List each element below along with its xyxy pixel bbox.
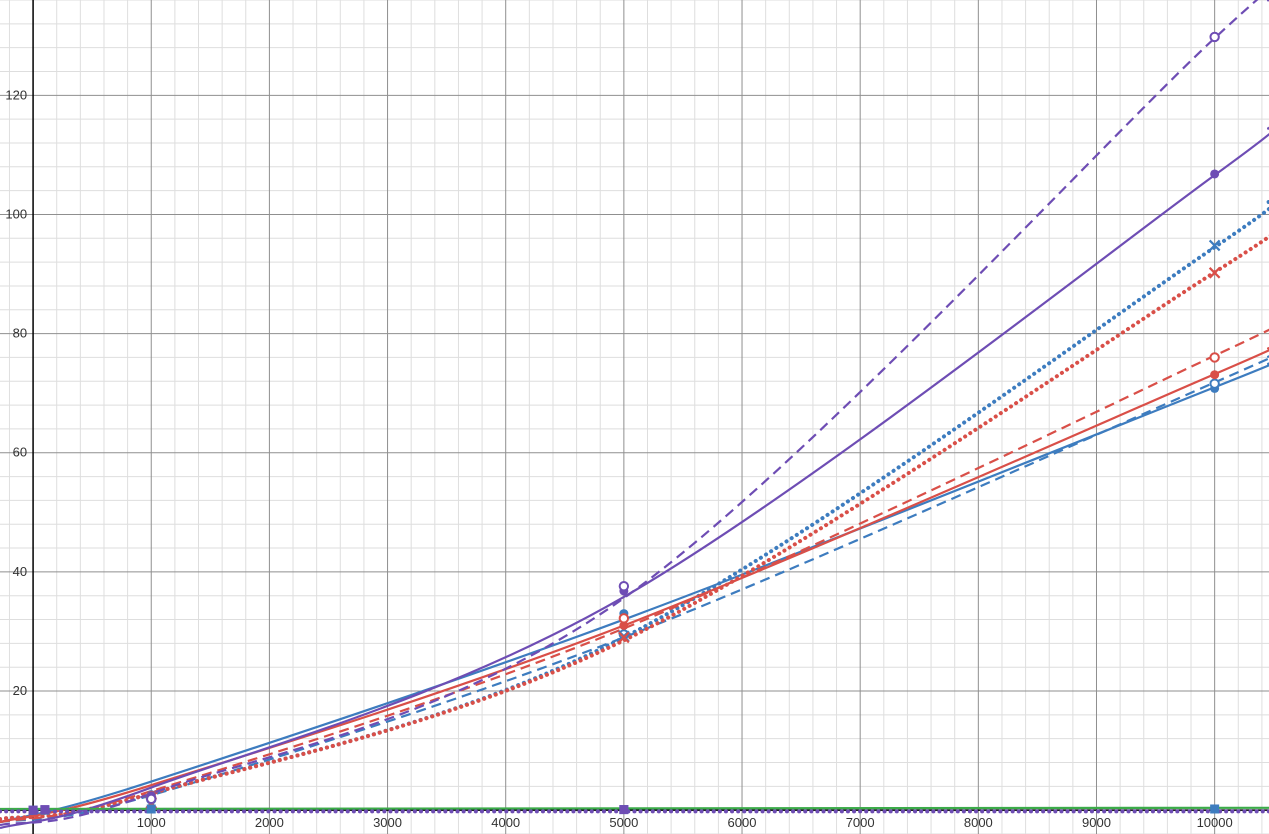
y-tick-label: 120 — [5, 87, 27, 102]
data-point-s2-3 — [1209, 378, 1220, 389]
x-tick-label: 3000 — [373, 815, 402, 830]
data-point-s4-3 — [1210, 370, 1220, 380]
x-tick-label: 2000 — [255, 815, 284, 830]
x-tick-label: 5000 — [609, 815, 638, 830]
data-point-s5-3 — [1209, 352, 1220, 363]
data-point-s9-3 — [146, 804, 156, 814]
x-tick-label: 10000 — [1197, 815, 1233, 830]
y-tick-label: 20 — [13, 683, 27, 698]
fit-curve-1 — [0, 362, 1269, 824]
data-point-s4-2 — [619, 621, 629, 630]
x-tick-label: 9000 — [1082, 815, 1111, 830]
data-markers — [28, 31, 1221, 815]
x-tick-label: 4000 — [491, 815, 520, 830]
fit-curve-5 — [0, 326, 1269, 824]
fit-curve-4 — [0, 346, 1269, 824]
tick-labels: 1000 2000 3000 4000 5000 6000 7000 8000 9000 1000… — [5, 87, 1232, 830]
x-tick-label: 6000 — [728, 815, 757, 830]
data-point-s5-2 — [618, 613, 630, 624]
y-tick-label: 60 — [13, 445, 27, 460]
fit-curve-3 — [0, 198, 1269, 822]
data-point-s8-2 — [618, 580, 630, 592]
y-tick-label: 40 — [13, 564, 27, 579]
data-point-s7-3 — [1210, 169, 1220, 179]
data-point-s6-2 — [618, 631, 630, 644]
data-point-s10-3 — [619, 805, 629, 815]
x-tick-label: 8000 — [964, 815, 993, 830]
data-point-s6-3 — [1208, 267, 1221, 279]
fit-curve-9 — [0, 806, 1269, 811]
x-tick-label: 7000 — [846, 815, 875, 830]
data-point-s9-5 — [1210, 804, 1220, 814]
data-point-s10-1 — [28, 805, 38, 815]
data-point-s8-1 — [146, 793, 157, 805]
data-point-s8-3 — [1209, 31, 1220, 43]
x-tick-label: 1000 — [137, 815, 166, 830]
data-point-s3-3 — [1208, 239, 1221, 252]
y-tick-label: 80 — [13, 326, 27, 341]
fit-curve-2 — [0, 355, 1269, 824]
y-tick-label: 100 — [5, 206, 27, 221]
fit-curve-7 — [0, 126, 1269, 830]
data-point-s10-2 — [40, 805, 50, 815]
